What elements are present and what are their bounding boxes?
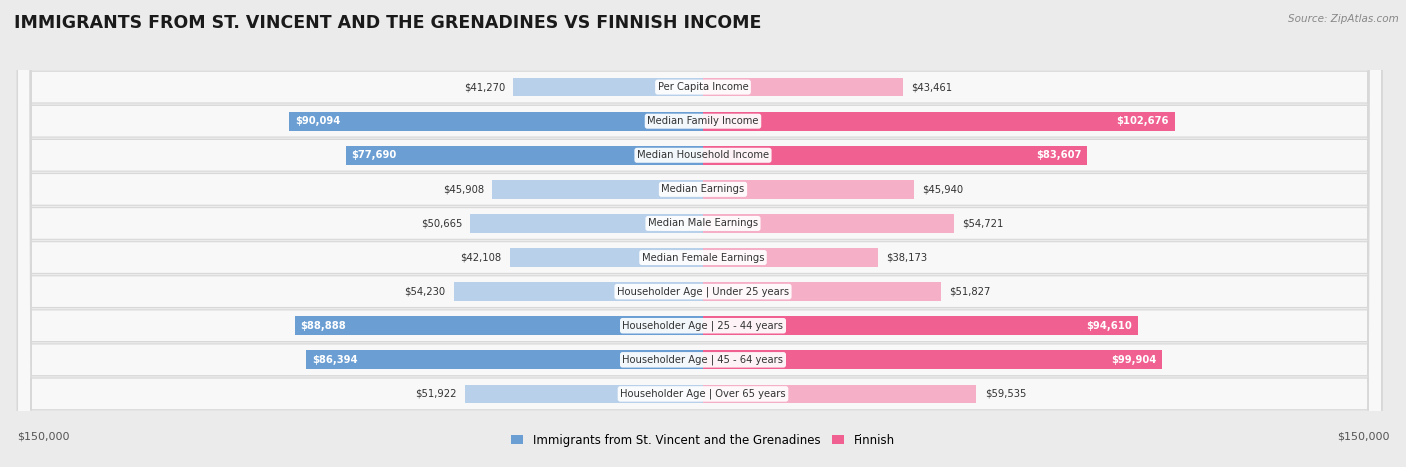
- Bar: [703, 180, 914, 199]
- Bar: [509, 248, 703, 267]
- FancyBboxPatch shape: [17, 0, 1382, 467]
- Bar: [464, 384, 703, 403]
- Text: $50,665: $50,665: [420, 219, 463, 228]
- Text: $42,108: $42,108: [460, 253, 502, 262]
- Bar: [703, 78, 903, 97]
- Text: Median Male Earnings: Median Male Earnings: [648, 219, 758, 228]
- Text: Median Earnings: Median Earnings: [661, 184, 745, 194]
- Text: $83,607: $83,607: [1036, 150, 1081, 160]
- Text: $77,690: $77,690: [352, 150, 396, 160]
- FancyBboxPatch shape: [17, 0, 1382, 467]
- Bar: [470, 214, 703, 233]
- Bar: [492, 180, 703, 199]
- FancyBboxPatch shape: [17, 0, 1382, 467]
- Text: Median Female Earnings: Median Female Earnings: [641, 253, 765, 262]
- FancyBboxPatch shape: [17, 0, 1382, 467]
- Text: $54,721: $54,721: [963, 219, 1004, 228]
- Bar: [703, 316, 1137, 335]
- Text: $54,230: $54,230: [405, 287, 446, 297]
- Text: $88,888: $88,888: [301, 321, 346, 331]
- Legend: Immigrants from St. Vincent and the Grenadines, Finnish: Immigrants from St. Vincent and the Gren…: [506, 429, 900, 452]
- Text: $45,908: $45,908: [443, 184, 484, 194]
- Text: $99,904: $99,904: [1111, 355, 1156, 365]
- Bar: [703, 146, 1087, 165]
- Bar: [295, 316, 703, 335]
- Bar: [513, 78, 703, 97]
- Text: $59,535: $59,535: [984, 389, 1026, 399]
- Text: $90,094: $90,094: [295, 116, 340, 126]
- FancyBboxPatch shape: [17, 0, 1382, 467]
- Text: Householder Age | Over 65 years: Householder Age | Over 65 years: [620, 389, 786, 399]
- Text: $51,922: $51,922: [415, 389, 457, 399]
- Text: $51,827: $51,827: [949, 287, 991, 297]
- FancyBboxPatch shape: [17, 0, 1382, 467]
- Bar: [703, 282, 941, 301]
- Text: $45,940: $45,940: [922, 184, 963, 194]
- Text: Householder Age | 25 - 44 years: Householder Age | 25 - 44 years: [623, 320, 783, 331]
- Text: $43,461: $43,461: [911, 82, 952, 92]
- Text: Per Capita Income: Per Capita Income: [658, 82, 748, 92]
- Text: Householder Age | 45 - 64 years: Householder Age | 45 - 64 years: [623, 354, 783, 365]
- Text: $150,000: $150,000: [17, 432, 69, 442]
- FancyBboxPatch shape: [17, 0, 1382, 467]
- Text: $41,270: $41,270: [464, 82, 505, 92]
- Text: $94,610: $94,610: [1087, 321, 1132, 331]
- Bar: [703, 112, 1174, 131]
- Text: $38,173: $38,173: [887, 253, 928, 262]
- Text: Householder Age | Under 25 years: Householder Age | Under 25 years: [617, 286, 789, 297]
- Bar: [290, 112, 703, 131]
- Text: Source: ZipAtlas.com: Source: ZipAtlas.com: [1288, 14, 1399, 24]
- Bar: [454, 282, 703, 301]
- Bar: [703, 214, 955, 233]
- FancyBboxPatch shape: [17, 0, 1382, 467]
- Text: Median Family Income: Median Family Income: [647, 116, 759, 126]
- Text: $150,000: $150,000: [1337, 432, 1389, 442]
- Bar: [703, 384, 976, 403]
- Bar: [307, 350, 703, 369]
- Text: Median Household Income: Median Household Income: [637, 150, 769, 160]
- Bar: [703, 350, 1161, 369]
- FancyBboxPatch shape: [17, 0, 1382, 467]
- Text: IMMIGRANTS FROM ST. VINCENT AND THE GRENADINES VS FINNISH INCOME: IMMIGRANTS FROM ST. VINCENT AND THE GREN…: [14, 14, 762, 32]
- FancyBboxPatch shape: [17, 0, 1382, 467]
- Text: $86,394: $86,394: [312, 355, 357, 365]
- Text: $102,676: $102,676: [1116, 116, 1168, 126]
- Bar: [346, 146, 703, 165]
- Bar: [703, 248, 879, 267]
